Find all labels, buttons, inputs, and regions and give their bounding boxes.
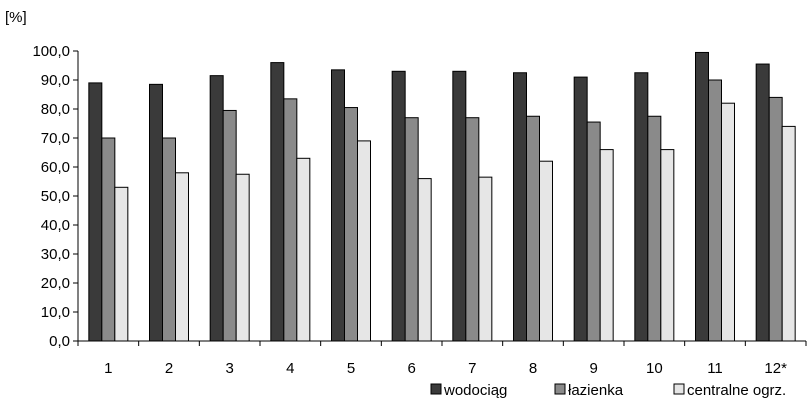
x-tick-label: 12* — [764, 360, 787, 377]
bar — [331, 69, 345, 342]
bar — [721, 102, 735, 342]
bar — [768, 96, 783, 342]
y-tick-label: 90,0 — [41, 72, 70, 89]
bar — [513, 72, 527, 342]
x-tick-label: 9 — [589, 360, 597, 377]
x-tick-label: 1 — [104, 360, 112, 377]
legend-swatch — [673, 383, 685, 395]
bar — [162, 137, 176, 342]
y-tick-label: 30,0 — [41, 246, 70, 263]
bar — [209, 75, 224, 342]
x-tick-label: 4 — [286, 360, 294, 377]
bar — [101, 137, 116, 342]
x-tick-label: 8 — [529, 360, 537, 377]
bars — [88, 51, 796, 342]
bar — [88, 82, 103, 342]
x-tick-label: 5 — [347, 360, 355, 377]
bar — [781, 125, 796, 342]
bar — [149, 83, 163, 342]
bar — [114, 186, 129, 342]
bar — [526, 115, 540, 342]
x-tick-label: 3 — [225, 360, 233, 377]
y-tick-label: 0,0 — [49, 333, 70, 350]
legend-label: łazienka — [568, 382, 624, 399]
y-tick-label: 100,0 — [32, 43, 70, 60]
bar — [296, 157, 311, 342]
bar — [695, 51, 709, 342]
x-axis: 1 2 3 4 5 6 7 8 9 10 11 12* — [77, 340, 807, 377]
bar — [586, 121, 601, 342]
x-tick-label: 10 — [646, 360, 663, 377]
x-tick-label: 2 — [165, 360, 173, 377]
y-tick-label: 40,0 — [41, 217, 70, 234]
y-tick-label: 60,0 — [41, 159, 70, 176]
bar — [634, 72, 649, 342]
y-tick-label: 80,0 — [41, 101, 70, 118]
y-axis-label: [%] — [5, 9, 27, 26]
bar — [283, 98, 298, 342]
bar — [357, 140, 371, 342]
bar — [235, 173, 250, 342]
bar — [465, 117, 480, 342]
bar — [755, 63, 770, 342]
bar — [660, 149, 675, 342]
bar — [478, 176, 493, 342]
bar — [344, 107, 358, 342]
bar — [452, 70, 467, 342]
bar — [175, 172, 189, 342]
y-tick-label: 20,0 — [41, 275, 70, 292]
bar — [539, 160, 553, 342]
y-axis: 0,0 10,0 20,0 30,0 40,0 50,0 60,0 70,0 80,0 90,0 1… — [32, 43, 79, 350]
x-tick-label: 7 — [468, 360, 476, 377]
bar — [708, 79, 722, 342]
legend-label: wodociąg — [443, 382, 507, 399]
bar — [404, 117, 419, 342]
bar — [599, 149, 614, 342]
legend-swatch — [554, 383, 566, 395]
bar — [222, 109, 237, 342]
bar — [391, 70, 406, 342]
y-tick-label: 50,0 — [41, 188, 70, 205]
legend-swatch — [430, 383, 442, 395]
x-tick-label: 6 — [407, 360, 415, 377]
legend: wodociąg łazienka centralne ogrz. — [430, 382, 786, 399]
y-tick-label: 10,0 — [41, 304, 70, 321]
bar — [647, 115, 662, 342]
legend-label: centralne ogrz. — [687, 382, 786, 399]
y-tick-label: 70,0 — [41, 130, 70, 147]
x-tick-label: 11 — [707, 360, 723, 377]
bar — [270, 62, 285, 342]
bar — [573, 76, 588, 342]
bar — [417, 178, 432, 342]
